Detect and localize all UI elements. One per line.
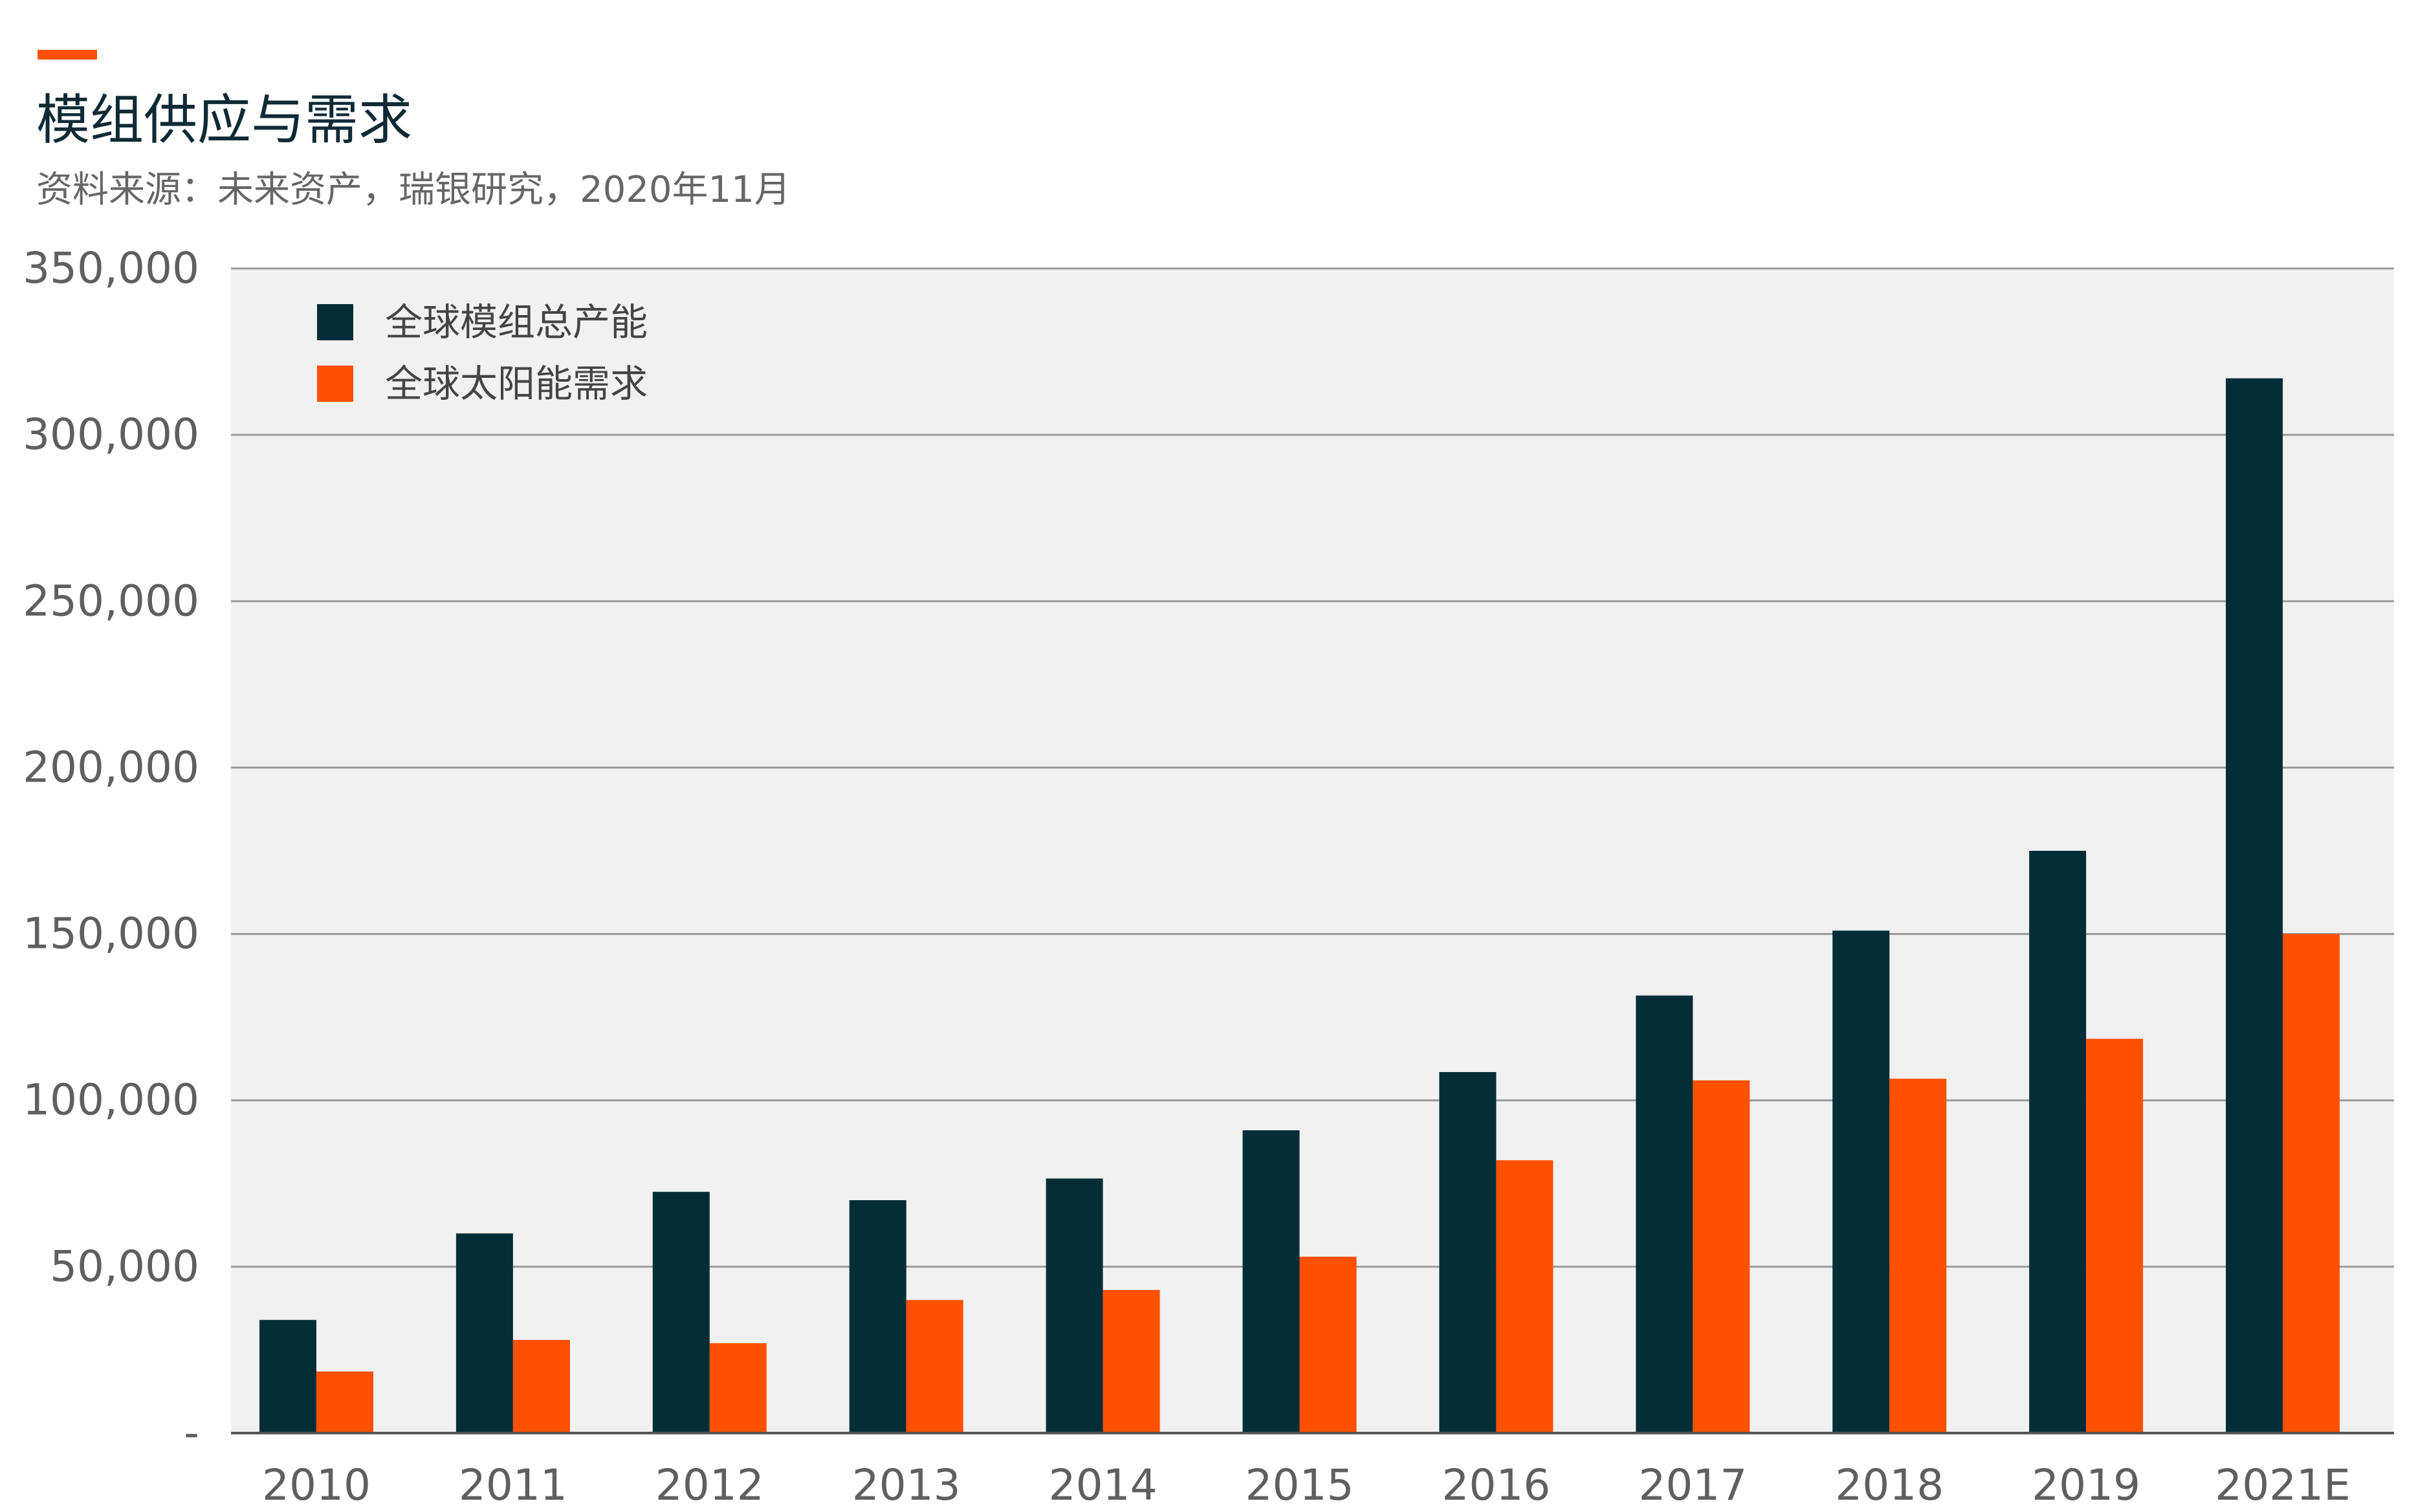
x-tick-label: 2015 (1246, 1460, 1354, 1510)
bar-module-capacity (2226, 378, 2283, 1433)
x-tick-label: 2019 (2032, 1460, 2140, 1510)
y-tick-label: 100,000 (23, 1075, 199, 1125)
y-tick-label: - (184, 1408, 199, 1458)
y-tick-label: 50,000 (50, 1242, 199, 1291)
bar-module-capacity (1046, 1178, 1103, 1433)
bar-module-capacity (1242, 1130, 1300, 1433)
bar-solar-demand (316, 1371, 373, 1433)
bar-solar-demand (906, 1300, 963, 1433)
y-tick-label: 300,000 (23, 410, 199, 459)
bar-solar-demand (512, 1340, 570, 1433)
bar-solar-demand (709, 1343, 767, 1433)
bar-solar-demand (2086, 1038, 2144, 1433)
x-tick-label: 2013 (852, 1460, 961, 1510)
y-tick-label: 150,000 (23, 909, 199, 959)
page-title: 模组供应与需求 (36, 89, 412, 151)
y-tick-label: 250,000 (23, 576, 199, 626)
legend-swatch (317, 304, 353, 340)
bar-module-capacity (259, 1320, 316, 1433)
bar-solar-demand (1693, 1080, 1750, 1433)
bar-module-capacity (456, 1233, 513, 1433)
x-tick-label: 2014 (1049, 1460, 1158, 1510)
y-tick-label: 200,000 (23, 742, 199, 792)
legend-label: 全球太阳能需求 (385, 362, 648, 406)
source-note: 资料来源：未来资产，瑞银研究，2020年11月 (36, 169, 791, 211)
y-tick-label: 350,000 (23, 243, 199, 293)
x-tick-label: 2018 (1835, 1460, 1944, 1510)
legend-swatch (317, 366, 353, 402)
x-tick-label: 2016 (1442, 1460, 1550, 1510)
bar-solar-demand (1299, 1256, 1357, 1433)
x-tick-label: 2017 (1638, 1460, 1747, 1510)
legend-label: 全球模组总产能 (385, 300, 648, 344)
bar-module-capacity (652, 1192, 710, 1433)
bar-solar-demand (2283, 934, 2340, 1433)
bar-module-capacity (1636, 995, 1693, 1433)
x-tick-label: 2021E (2215, 1460, 2351, 1510)
x-tick-label: 2012 (655, 1460, 764, 1510)
bar-module-capacity (1439, 1072, 1497, 1433)
bar-solar-demand (1496, 1160, 1554, 1433)
bar-module-capacity (2029, 851, 2087, 1433)
x-tick-label: 2011 (459, 1460, 567, 1510)
title-accent-bar (38, 50, 97, 60)
bar-solar-demand (1103, 1289, 1160, 1433)
bar-module-capacity (849, 1200, 906, 1433)
bar-solar-demand (1889, 1079, 1947, 1433)
bar-module-capacity (1832, 930, 1890, 1433)
x-tick-label: 2010 (262, 1460, 371, 1510)
